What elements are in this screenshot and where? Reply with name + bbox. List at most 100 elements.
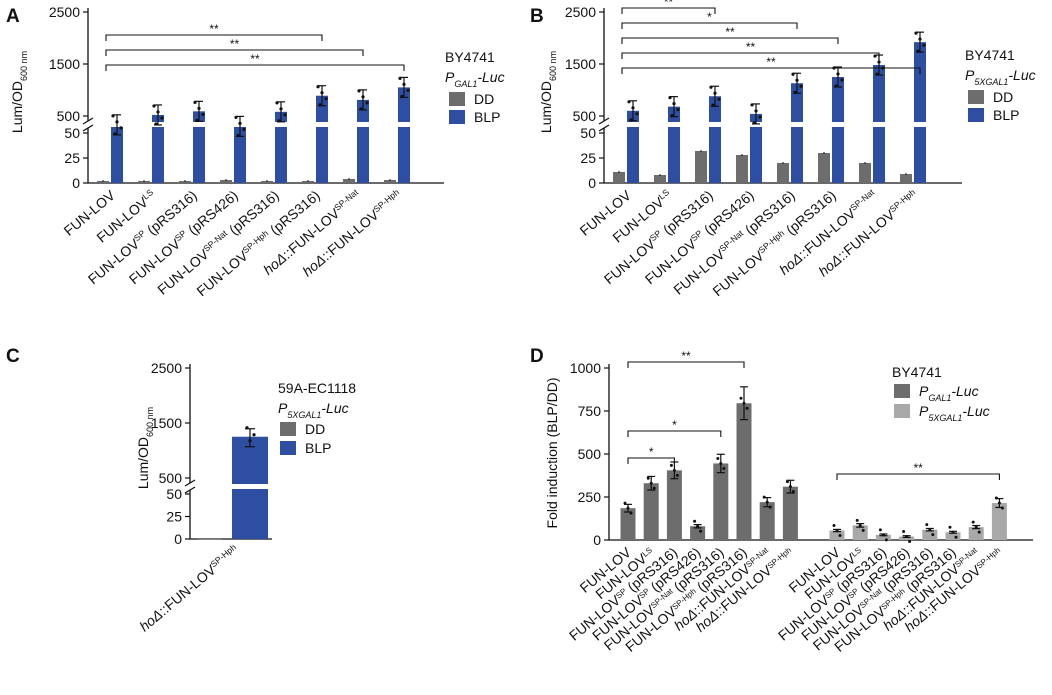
legend-strain-a: BY4741 <box>445 49 495 65</box>
data-point <box>193 100 197 104</box>
bar-pgal1 <box>713 463 729 540</box>
data-point <box>791 490 795 494</box>
promoter-subscript: GAL1 <box>454 79 477 89</box>
panel-label-b: B <box>530 6 544 27</box>
cat-funlov: ::FUN-LOV <box>155 561 219 618</box>
legend-swatch-dd <box>280 422 296 436</box>
bar-break-gap <box>356 122 370 127</box>
axis-break-mark <box>184 486 196 494</box>
data-point <box>236 133 240 137</box>
significance-bracket <box>105 64 405 71</box>
data-point <box>1000 506 1004 510</box>
legend-swatch-pgal1 <box>894 384 910 398</box>
legend-swatch-blp <box>449 110 465 124</box>
y-tick-label: 750 <box>578 403 602 419</box>
data-point <box>279 107 283 111</box>
panel-label-d: D <box>530 346 544 367</box>
axis-break-mark <box>82 124 94 132</box>
cat-superscript: SP-Hph <box>887 187 917 214</box>
significance-bracket <box>627 361 745 368</box>
data-point <box>154 122 158 126</box>
data-point <box>398 76 402 80</box>
legend-promoter-b: P5XGAL1-Luc <box>965 67 1036 87</box>
bar-blp <box>357 99 369 183</box>
data-point <box>156 110 160 114</box>
data-point <box>765 500 769 504</box>
data-point <box>836 72 840 76</box>
data-point <box>711 103 715 107</box>
bar-pgal1 <box>736 403 752 540</box>
legend-swatch-blp <box>968 108 984 122</box>
data-point <box>402 82 406 86</box>
bar-dd <box>818 153 830 183</box>
data-point <box>928 528 932 532</box>
cat-superscript: SP-Nat <box>848 187 876 213</box>
data-point <box>275 101 279 105</box>
data-point <box>799 84 803 88</box>
significance-bracket <box>627 457 675 464</box>
significance-bracket <box>105 49 364 56</box>
significance-bracket <box>105 34 323 41</box>
data-point <box>745 406 749 410</box>
ylabel-main: Lum/OD <box>135 437 151 489</box>
cat-superscript: SP-Hph <box>208 542 238 569</box>
data-point <box>717 97 721 101</box>
promoter-subscript: 5XGAL1 <box>974 77 1008 87</box>
y-tick-label: 25 <box>166 509 182 525</box>
bar-p5xgal1 <box>875 534 891 540</box>
data-point <box>918 37 922 41</box>
panel-label-c: C <box>6 346 20 367</box>
bar-dd <box>777 163 789 183</box>
cat-superscript: SP-Hph <box>371 187 401 214</box>
y-tick-label: 0 <box>593 532 601 548</box>
bar-break-gap <box>315 122 329 127</box>
promoter-luc: -Luc <box>962 403 989 419</box>
legend-promoter-a: PGAL1-Luc <box>445 69 505 89</box>
legend-swatch-blp <box>280 441 296 455</box>
promoter-p: P <box>919 403 929 419</box>
data-point <box>669 463 673 467</box>
legend-label-dd: DD <box>474 91 494 107</box>
bar-dd <box>220 180 232 183</box>
data-point <box>245 426 249 430</box>
bar-break-gap <box>790 122 804 127</box>
data-point <box>835 529 839 533</box>
y-tick-label: 500 <box>57 108 81 124</box>
data-point <box>406 88 410 92</box>
promoter-p: P <box>919 383 929 399</box>
bar-break-gap <box>626 122 640 127</box>
data-point <box>635 112 639 116</box>
data-point <box>400 94 404 98</box>
bar-blp <box>193 111 205 183</box>
y-tick-label: 1500 <box>49 56 80 72</box>
y-tick-label: 0 <box>174 531 182 547</box>
legend-label-blp: BLP <box>305 440 331 456</box>
panel-label-a: A <box>6 6 20 27</box>
y-axis-title-d: Fold induction (BLP/DD) <box>544 378 560 529</box>
significance-label: ** <box>746 40 756 54</box>
data-point <box>152 104 156 108</box>
data-point <box>195 118 199 122</box>
bar-break-gap <box>274 122 288 127</box>
data-point <box>675 473 679 477</box>
data-point <box>201 112 205 116</box>
data-point <box>719 461 723 465</box>
data-point <box>752 121 756 125</box>
bar-blp <box>709 96 721 183</box>
data-point <box>248 439 252 443</box>
bar-dd <box>859 163 871 183</box>
legend-strain-b: BY4741 <box>965 47 1015 63</box>
bar-dd <box>900 174 912 183</box>
data-point <box>320 91 324 95</box>
data-point <box>361 95 365 99</box>
data-point <box>359 107 363 111</box>
promoter-subscript: 5XGAL1 <box>928 413 962 423</box>
bar-break-gap <box>231 484 269 489</box>
bar-p5xgal1 <box>852 525 868 540</box>
category-label: hoΔ::FUN-LOVSP-Hph <box>136 542 242 634</box>
promoter-p: P <box>278 400 288 416</box>
data-point <box>997 501 1001 505</box>
bar-pgal1 <box>690 526 706 540</box>
bar-blp <box>832 77 844 183</box>
